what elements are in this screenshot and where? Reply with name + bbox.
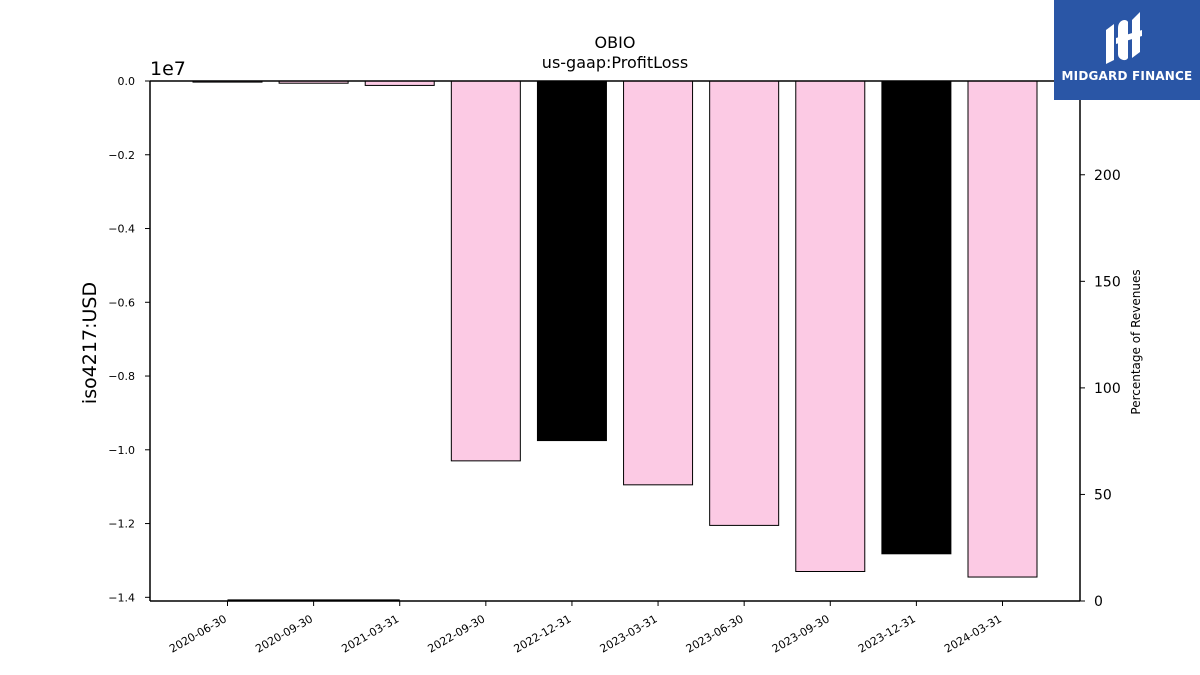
x-tick-label: 2022-12-31 xyxy=(512,612,574,655)
y2-axis-label: Percentage of Revenues xyxy=(1129,269,1143,414)
x-tick-label: 2024-03-31 xyxy=(942,612,1004,655)
bar-2023-12-31 xyxy=(881,80,952,555)
bar-2022-09-30 xyxy=(450,80,521,462)
bar-2023-03-31 xyxy=(623,80,694,486)
chart-subtitle: us-gaap:ProfitLoss xyxy=(542,53,688,72)
bar-2024-03-31 xyxy=(967,80,1038,578)
y-tick-label: 0.0 xyxy=(118,75,136,88)
x-tick-label: 2023-12-31 xyxy=(856,612,918,655)
y-tick-label: −1.0 xyxy=(108,444,135,457)
logo-text: MIDGARD FINANCE xyxy=(1061,69,1193,83)
x-tick-label: 2020-06-30 xyxy=(167,612,229,655)
chart-title: OBIO xyxy=(595,33,636,52)
y-tick-label: −1.2 xyxy=(108,518,135,531)
x-tick-label: 2023-03-31 xyxy=(598,612,660,655)
y-tick-label: −1.4 xyxy=(108,591,135,604)
y2-tick-label: 100 xyxy=(1094,381,1121,397)
midgard-finance-logo: MIDGARD FINANCE xyxy=(1054,0,1200,100)
x-tick-label: 2023-09-30 xyxy=(770,612,832,655)
y2-tick-label: 50 xyxy=(1094,487,1112,503)
x-tick-label: 2020-09-30 xyxy=(253,612,315,655)
bar-2023-06-30 xyxy=(709,80,780,526)
logo-mark-icon xyxy=(1106,12,1142,64)
y-axis-label: iso4217:USD xyxy=(79,282,101,404)
bar-2023-09-30 xyxy=(795,80,866,572)
y2-tick-label: 150 xyxy=(1094,274,1121,290)
x-tick-label: 2022-09-30 xyxy=(425,612,487,655)
x-tick-label: 2023-06-30 xyxy=(684,612,746,655)
y2-tick-label: 0 xyxy=(1094,594,1103,610)
bar-2022-12-31 xyxy=(536,80,607,442)
y-offset-label: 1e7 xyxy=(150,58,186,80)
x-tick-label: 2021-03-31 xyxy=(339,612,401,655)
y-tick-label: −0.2 xyxy=(108,149,135,162)
y-tick-label: −0.6 xyxy=(108,296,135,309)
y2-tick-label: 200 xyxy=(1094,168,1121,184)
y-tick-label: −0.4 xyxy=(108,223,135,236)
y-tick-label: −0.8 xyxy=(108,370,135,383)
